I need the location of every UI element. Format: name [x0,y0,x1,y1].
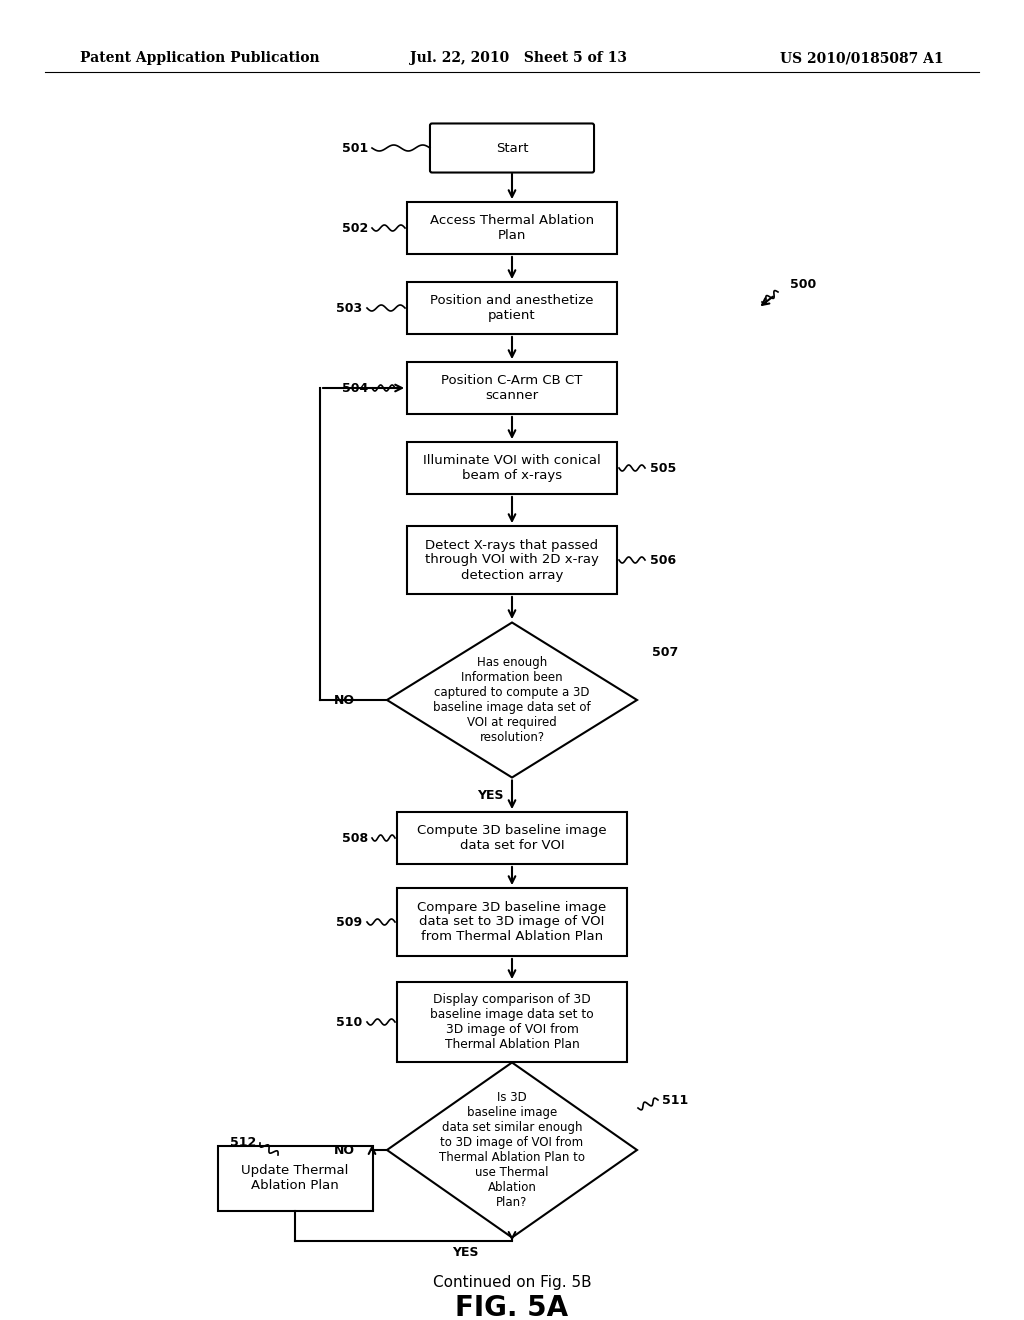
Text: Access Thermal Ablation
Plan: Access Thermal Ablation Plan [430,214,594,242]
Bar [407,202,617,253]
Text: Has enough
Information been
captured to compute a 3D
baseline image data set of
: Has enough Information been captured to … [433,656,591,744]
Bar [407,362,617,414]
Text: Illuminate VOI with conical
beam of x-rays: Illuminate VOI with conical beam of x-ra… [423,454,601,482]
Bar [397,812,627,865]
Polygon shape [387,623,637,777]
Text: 507: 507 [652,645,678,659]
Text: Jul. 22, 2010   Sheet 5 of 13: Jul. 22, 2010 Sheet 5 of 13 [410,51,627,65]
Text: Patent Application Publication: Patent Application Publication [80,51,319,65]
Text: YES: YES [477,789,503,803]
Text: US 2010/0185087 A1: US 2010/0185087 A1 [780,51,944,65]
Text: Position and anesthetize
patient: Position and anesthetize patient [430,294,594,322]
Bar [397,888,627,956]
Bar [397,982,627,1063]
Text: Update Thermal
Ablation Plan: Update Thermal Ablation Plan [242,1164,349,1192]
Bar [217,1146,373,1210]
Text: 511: 511 [662,1093,688,1106]
Text: NO: NO [334,1143,355,1156]
Text: 502: 502 [342,222,368,235]
Text: Display comparison of 3D
baseline image data set to
3D image of VOI from
Thermal: Display comparison of 3D baseline image … [430,993,594,1051]
Text: Continued on Fig. 5B: Continued on Fig. 5B [433,1275,591,1290]
Text: Compare 3D baseline image
data set to 3D image of VOI
from Thermal Ablation Plan: Compare 3D baseline image data set to 3D… [418,900,606,944]
Text: NO: NO [334,693,355,706]
Text: YES: YES [452,1246,478,1259]
Text: Detect X-rays that passed
through VOI with 2D x-ray
detection array: Detect X-rays that passed through VOI wi… [425,539,599,582]
Bar [407,442,617,494]
Text: 510: 510 [336,1015,362,1028]
Text: FIG. 5A: FIG. 5A [456,1294,568,1320]
Text: 508: 508 [342,832,368,845]
Text: 504: 504 [342,381,368,395]
Bar [407,282,617,334]
Text: 503: 503 [336,301,362,314]
Text: Position C-Arm CB CT
scanner: Position C-Arm CB CT scanner [441,374,583,403]
Text: 505: 505 [650,462,676,474]
Text: 500: 500 [790,279,816,292]
Text: Start: Start [496,141,528,154]
FancyBboxPatch shape [430,124,594,173]
Bar [407,525,617,594]
Polygon shape [387,1063,637,1238]
Text: Is 3D
baseline image
data set similar enough
to 3D image of VOI from
Thermal Abl: Is 3D baseline image data set similar en… [439,1092,585,1209]
Text: 501: 501 [342,141,368,154]
Text: 512: 512 [229,1137,256,1150]
Text: 509: 509 [336,916,362,928]
Text: 506: 506 [650,553,676,566]
Text: Compute 3D baseline image
data set for VOI: Compute 3D baseline image data set for V… [417,824,607,851]
